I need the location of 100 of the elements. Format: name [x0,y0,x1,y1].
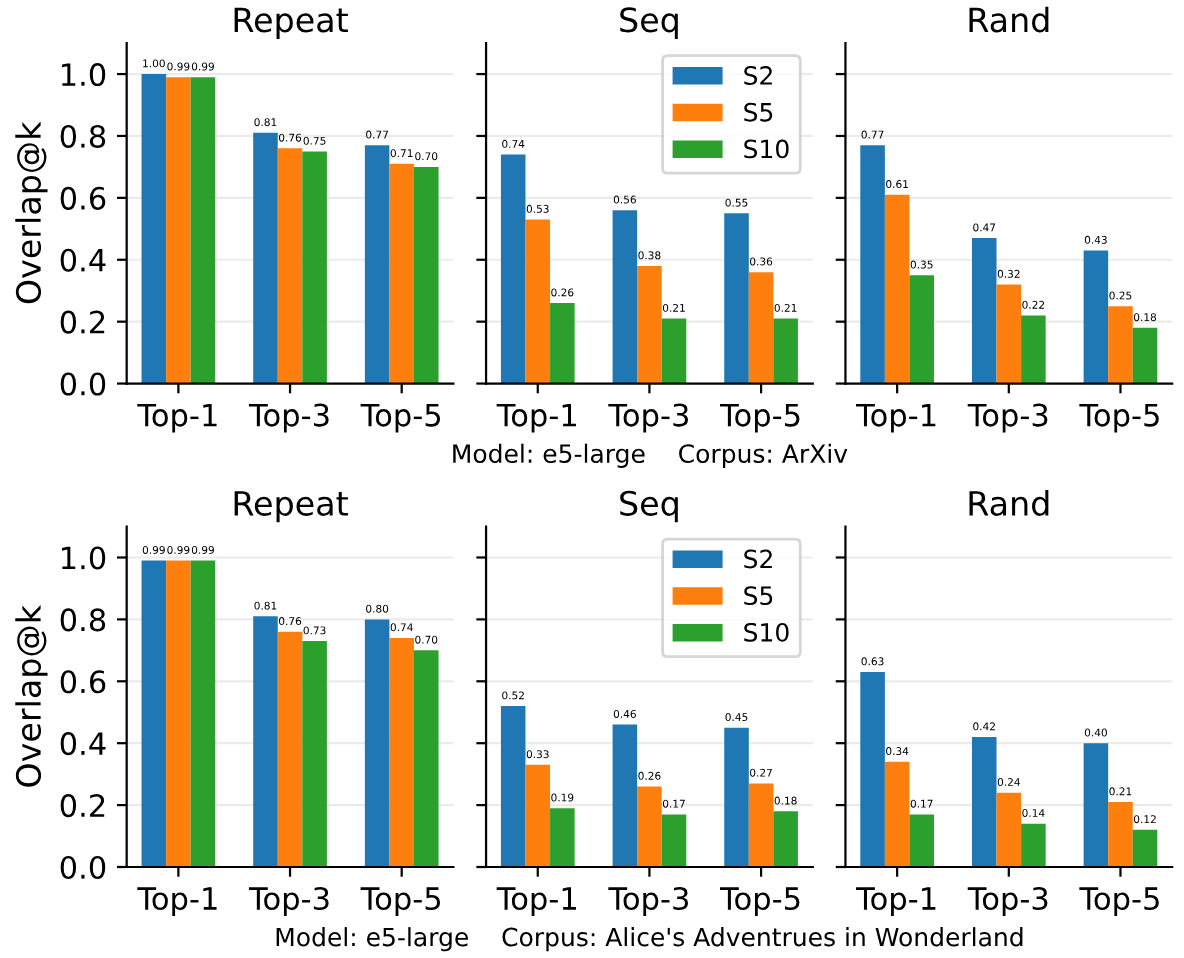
legend-label: S10 [744,139,789,159]
bar [253,616,278,867]
x-axis-title: Model: e5-large Corpus: ArXiv [453,443,848,468]
chart-title: Repeat [234,7,348,39]
x-tick-label: Top-1 [137,887,217,917]
x-tick-label: Top-3 [248,886,329,917]
bar [860,145,885,384]
x-tick-label: Top-1 [856,887,936,917]
bar [166,560,191,867]
chart-title: Repeat [234,491,348,523]
y-axis-title: Overlap@k [15,121,48,304]
bar [637,786,662,867]
bar [141,74,167,384]
y-tick-label: 0.0 [60,372,106,396]
y-tick-label: 0.8 [60,124,106,148]
x-tick-label: Top-5 [719,403,800,433]
bar [364,145,390,384]
bar [612,210,638,384]
bar [413,166,439,384]
x-tick-label: Top-3 [608,403,688,433]
y-tick-label: 0.6 [60,670,106,694]
bar [1132,327,1158,384]
y-tick-label: 0.4 [60,248,106,272]
bar [612,724,638,867]
bar [909,814,934,867]
chart-title: Seq [620,7,678,39]
bar [637,265,662,384]
chart-title: Rand [969,6,1049,33]
bar [1108,306,1133,384]
x-tick-label: Top-5 [1079,403,1159,433]
y-tick-label: 0.4 [60,732,106,756]
bar [253,132,278,384]
bar [1108,802,1133,867]
bar [389,637,414,867]
legend-label: S5 [744,586,773,606]
bar [1083,250,1109,384]
legend-label: S2 [744,549,772,569]
bar [773,318,798,384]
bar [773,811,798,867]
x-tick-label: Top-1 [496,403,576,433]
y-tick-label: 0.8 [60,608,106,632]
bar [748,783,774,867]
y-tick-label: 0.6 [60,186,106,210]
legend-label: S5 [744,102,773,122]
y-tick-label: 0.2 [60,794,105,818]
x-tick-label: Top-3 [967,403,1048,433]
bar [525,219,551,384]
legend-label: S10 [744,622,789,642]
bar [550,808,575,867]
x-tick-label: Top-3 [248,403,329,433]
bar [661,318,687,384]
bar [748,272,774,384]
bar [190,560,216,867]
bar [884,761,910,867]
bar [860,672,885,867]
bar [525,764,551,867]
chart-title: Rand [969,490,1049,516]
x-tick-label: Top-3 [967,886,1048,917]
bar [302,641,327,867]
x-tick-label: Top-3 [608,886,688,917]
bar [277,631,303,867]
bar [1021,823,1046,867]
x-tick-label: Top-1 [137,403,217,433]
bar [500,154,526,384]
bar [996,284,1022,384]
bar [1021,315,1046,384]
bar [141,560,167,867]
y-tick-label: 0.2 [60,310,105,334]
x-tick-label: Top-1 [856,403,936,433]
legend-label: S2 [744,66,772,85]
bar [884,194,910,384]
bar [971,238,997,384]
bar [550,303,575,384]
bar [661,814,687,867]
bar [413,650,439,867]
bar [302,151,327,384]
y-tick-label: 1.0 [62,546,106,570]
y-tick-label: 0.0 [60,855,106,880]
bar [389,163,414,384]
x-tick-label: Top-5 [1079,887,1159,917]
x-tick-label: Top-1 [496,887,576,917]
x-tick-label: Top-5 [719,887,800,917]
bar [724,727,749,867]
x-tick-label: Top-5 [360,403,441,433]
bar [909,275,934,384]
bar [166,77,191,384]
chart-title: Seq [620,490,678,523]
bar [500,706,526,867]
y-tick-label: 1.0 [62,62,106,87]
bar [724,213,749,384]
bar [996,792,1022,867]
x-axis-title: Model: e5-large Corpus: Alice's Adventrues in Wonderland [276,927,1023,952]
bar [277,148,303,384]
x-tick-label: Top-5 [360,887,441,917]
bar [364,619,390,867]
bar [1132,829,1158,867]
bar [971,737,997,867]
y-axis-title: Overlap@k [15,605,48,787]
bar [1083,743,1109,867]
bar [190,77,216,384]
